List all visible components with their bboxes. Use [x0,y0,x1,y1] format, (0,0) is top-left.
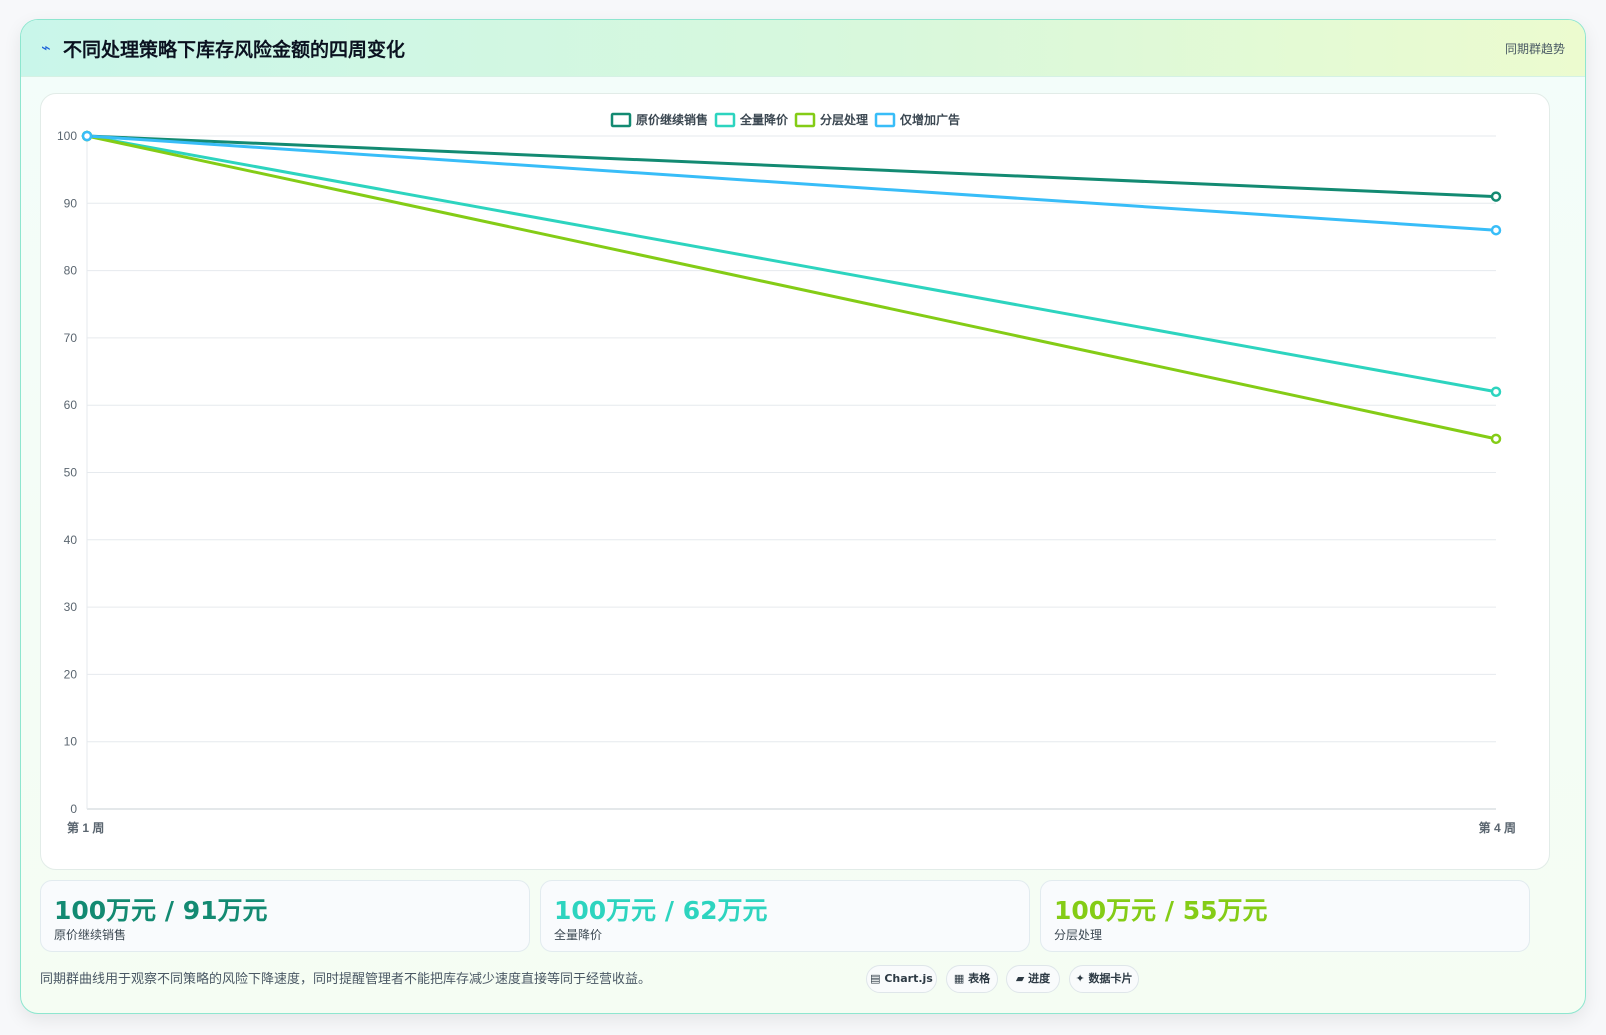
data-point [81,130,93,142]
data-point [1490,191,1502,202]
y-tick-label: 100 [57,129,77,143]
x-tick-label: 第 4 周 [1479,820,1516,835]
series-line [86,134,1497,441]
footer-note: 同期群曲线用于观察不同策略的风险下降速度，同时提醒管理者不能把库存减少速度直接等… [40,972,652,987]
lightning-icon: ⌁ [41,38,51,57]
y-tick-label: 0 [70,802,77,816]
stat-card: 100万元 / 62万元 全量降价 [540,880,1030,952]
y-tick-label: 70 [64,331,78,345]
y-tick-label: 80 [64,264,78,278]
series-line [86,134,1497,199]
stat-card-label: 分层处理 [1054,928,1103,942]
pill-progress[interactable]: ▰ 进度 [1006,965,1060,993]
legend-label: 全量降价 [739,112,789,127]
panel-header: ⌁ 不同处理策略下库存风险金额的四周变化 同期群趋势 [21,20,1585,77]
panel-title: 不同处理策略下库存风险金额的四周变化 [63,39,406,61]
y-tick-label: 20 [64,667,78,681]
stat-card-value: 100万元 / 91万元 [54,896,268,925]
pill-data-card[interactable]: ✦ 数据卡片 [1069,965,1139,993]
legend-label: 仅增加广告 [899,112,960,127]
line-chart: 0 10 20 30 40 50 60 70 80 90 100 第 1 周 第 4 周 原价继续销售 全量… [57,112,1516,835]
y-tick-label: 40 [64,533,78,547]
panel-tag: 同期群趋势 [1504,42,1565,56]
legend-label: 原价继续销售 [636,112,708,127]
stat-card: 100万元 / 91万元 原价继续销售 [40,880,530,952]
legend-swatch [610,112,632,128]
stat-card-label: 原价继续销售 [54,928,127,942]
stat-card-value: 100万元 / 62万元 [554,896,768,925]
stat-card-value: 100万元 / 55万元 [1054,896,1268,925]
stat-card-label: 全量降价 [554,928,603,942]
legend-swatch [794,112,816,128]
legend-label: 分层处理 [820,112,868,127]
y-tick-label: 90 [64,196,78,210]
series-line [86,134,1497,232]
pill-table[interactable]: ▦ 表格 [946,965,998,993]
y-tick-label: 30 [64,600,78,614]
y-tick-label: 50 [64,466,78,480]
data-point [1490,433,1502,445]
y-tick-label: 10 [64,735,78,749]
pill-chartjs[interactable]: ▤ Chart.js [866,965,937,993]
data-point [1490,224,1502,236]
series-line [86,134,1497,394]
legend-swatch [874,112,896,128]
chart-panel: ⌁ 不同处理策略下库存风险金额的四周变化 同期群趋势 0 10 20 30 40 50 60… [20,19,1586,1014]
x-tick-label: 第 1 周 [67,820,104,835]
data-point [1490,386,1502,397]
legend-swatch [714,112,736,128]
stat-cards: 100万元 / 91万元 原价继续销售 100万元 / 62万元 全量降价 10… [40,880,1550,952]
stat-card: 100万元 / 55万元 分层处理 [1040,880,1530,952]
y-tick-label: 60 [64,398,78,412]
chart-card: 0 10 20 30 40 50 60 70 80 90 100 第 1 周 第 4 周 原价继续销售 全量… [40,93,1550,870]
